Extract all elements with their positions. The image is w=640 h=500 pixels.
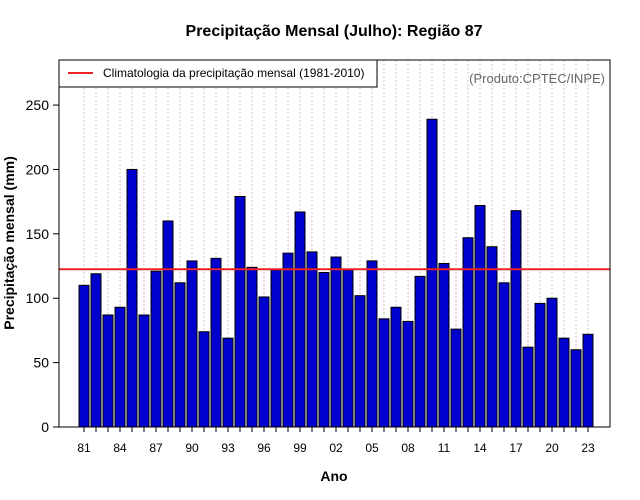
x-axis-label: Ano [320, 468, 347, 484]
y-axis-label: Precipitação mensal (mm) [1, 156, 17, 330]
bar-1984 [114, 306, 126, 428]
bar-1989 [174, 282, 186, 428]
bar-2010 [426, 118, 438, 428]
x-tick-label: 23 [581, 441, 595, 455]
bar-2002 [330, 256, 342, 428]
bar-1981 [78, 284, 90, 428]
x-tick-label: 87 [149, 441, 163, 455]
bar-1998 [282, 252, 294, 428]
bar-2004 [354, 295, 366, 428]
bar-2017 [510, 210, 522, 428]
bar-1995 [246, 266, 258, 428]
x-tick-label: 90 [185, 441, 199, 455]
bar-1991 [198, 331, 210, 428]
bar-1983 [102, 314, 114, 428]
x-tick-label: 14 [473, 441, 487, 455]
bars-group [78, 118, 594, 428]
bar-1994 [234, 195, 246, 428]
x-axis: 81 84 87 90 93 96 99 02 05 08 11 14 17 20 23 [77, 427, 595, 455]
legend-box [58, 59, 378, 88]
y-tick-label: 200 [26, 161, 50, 177]
bar-1986 [138, 314, 150, 428]
y-tick-label: 100 [26, 290, 50, 306]
bar-1988 [162, 220, 174, 428]
bar-2003 [342, 269, 354, 428]
bar-2015 [486, 246, 498, 428]
bar-1990 [186, 260, 198, 428]
y-tick-label: 150 [26, 226, 50, 242]
legend: Climatologia da precipitação mensal (198… [58, 59, 378, 88]
bar-2008 [402, 320, 414, 428]
bar-2001 [318, 271, 330, 428]
x-tick-label: 96 [257, 441, 271, 455]
bar-2020 [546, 297, 558, 428]
chart-title: Precipitação Mensal (Julho): Região 87 [186, 23, 483, 40]
x-tick-label: 02 [329, 441, 343, 455]
bar-2009 [414, 275, 426, 428]
bar-2019 [534, 302, 546, 428]
bar-1982 [90, 273, 102, 428]
bar-2007 [390, 306, 402, 428]
bar-2016 [498, 282, 510, 428]
y-tick-label: 250 [26, 97, 50, 113]
bar-2014 [474, 205, 486, 428]
x-tick-label: 11 [438, 441, 451, 455]
bar-2013 [462, 237, 474, 428]
x-tick-label: 81 [77, 441, 91, 455]
bar-2021 [558, 337, 570, 428]
bar-1996 [258, 296, 270, 428]
x-tick-label: 17 [509, 441, 523, 455]
bar-2005 [366, 260, 378, 428]
bar-2011 [438, 262, 450, 428]
y-tick-label: 50 [33, 355, 49, 371]
bar-1993 [222, 337, 234, 428]
legend-label: Climatologia da precipitação mensal (198… [103, 66, 364, 80]
x-tick-label: 84 [113, 441, 127, 455]
bar-2023 [582, 333, 594, 428]
x-tick-label: 99 [293, 441, 307, 455]
source-credit: (Produto:CPTEC/INPE) [469, 71, 605, 86]
bar-2022 [570, 349, 582, 428]
bar-1992 [210, 257, 222, 428]
x-tick-label: 05 [365, 441, 379, 455]
bar-2000 [306, 251, 318, 428]
bar-2012 [450, 328, 462, 428]
bar-1985 [126, 168, 138, 428]
y-tick-label: 0 [41, 419, 49, 435]
y-axis: 0 50 100 150 200 250 [26, 97, 59, 435]
x-tick-label: 08 [401, 441, 415, 455]
bar-1999 [294, 211, 306, 428]
bar-1987 [150, 270, 162, 428]
bar-1997 [270, 269, 282, 428]
x-tick-label: 20 [545, 441, 559, 455]
bar-2006 [378, 318, 390, 428]
bar-2018 [522, 346, 534, 428]
x-tick-label: 93 [221, 441, 235, 455]
